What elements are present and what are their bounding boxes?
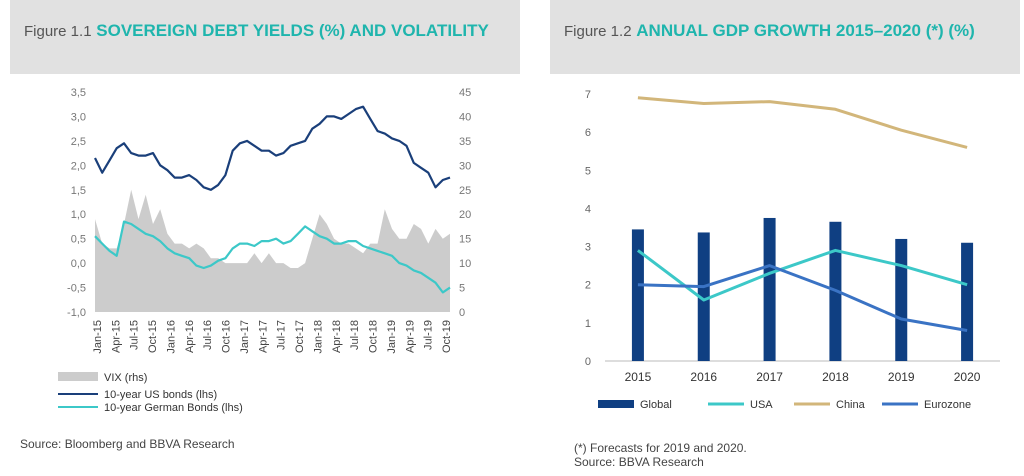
- x-axis-tick-label: Jan-15: [92, 320, 104, 354]
- x-axis-category-label: 2015: [625, 370, 652, 384]
- figure-1-2-header: Figure 1.2 ANNUAL GDP GROWTH 2015–2020 (…: [550, 0, 1020, 74]
- left-axis-tick-label: 1,0: [71, 209, 86, 221]
- global-bar: [961, 242, 974, 361]
- x-axis-tick-label: Jan-19: [386, 320, 398, 354]
- y-axis-tick-label: 1: [585, 318, 591, 330]
- right-axis-tick-label: 5: [459, 283, 465, 295]
- legend-swatch-usa: [708, 402, 744, 406]
- y-axis-tick-label: 4: [585, 203, 591, 215]
- right-axis-tick-label: 0: [459, 307, 465, 319]
- vix-area-series: [95, 189, 450, 312]
- legend-label-german-bonds: 10-year German Bonds (lhs): [104, 402, 243, 414]
- x-axis-tick-label: Oct-16: [221, 320, 233, 353]
- legend-label-usa: USA: [750, 399, 773, 411]
- x-axis-tick-label: Jul-19: [423, 320, 435, 350]
- left-axis-tick-label: 1,5: [71, 185, 86, 197]
- right-axis-tick-label: 20: [459, 209, 471, 221]
- legend-swatch-vix: [58, 372, 98, 381]
- x-axis-tick-label: Oct-19: [441, 320, 453, 353]
- left-axis-tick-label: 2,0: [71, 160, 86, 172]
- figure-1-2-panel: Figure 1.2 ANNUAL GDP GROWTH 2015–2020 (…: [550, 0, 1020, 74]
- legend-swatch-eurozone: [882, 402, 918, 406]
- x-axis-tick-label: Apr-15: [110, 320, 122, 353]
- china-line: [637, 96, 968, 149]
- figure-1-2-footnote: (*) Forecasts for 2019 and 2020.: [574, 441, 747, 455]
- x-axis-tick-label: Apr-17: [257, 320, 269, 353]
- x-axis-tick-label: Oct-15: [147, 320, 159, 353]
- eurozone-line: [637, 264, 968, 332]
- figure-1-2-number: Figure 1.2: [564, 23, 632, 40]
- x-axis-tick-label: Jan-16: [165, 320, 177, 354]
- right-axis-tick-label: 35: [459, 136, 471, 148]
- figure-1-2-source: Source: BBVA Research: [574, 455, 704, 469]
- y-axis-tick-label: 3: [585, 242, 591, 254]
- figure-1-1-title: SOVEREIGN DEBT YIELDS (%) AND VOLATILITY: [96, 21, 489, 40]
- x-axis-tick-label: Jul-16: [202, 320, 214, 350]
- legend-label-eurozone: Eurozone: [924, 399, 971, 411]
- y-axis-tick-label: 0: [585, 356, 591, 368]
- x-axis-tick-label: Apr-18: [331, 320, 343, 353]
- y-axis-tick-label: 2: [585, 280, 591, 292]
- figure-1-1-header: Figure 1.1 SOVEREIGN DEBT YIELDS (%) AND…: [10, 0, 520, 74]
- legend-label-us-bonds: 10-year US bonds (lhs): [104, 389, 217, 401]
- left-axis-tick-label: 2,5: [71, 136, 86, 148]
- x-axis-tick-label: Jan-18: [312, 320, 324, 354]
- left-axis-tick-label: -0,5: [67, 283, 86, 295]
- x-axis-tick-label: Apr-19: [404, 320, 416, 353]
- left-axis-tick-label: 3,5: [71, 87, 86, 99]
- x-axis-category-label: 2017: [756, 370, 783, 384]
- us-bonds-line: [94, 105, 451, 191]
- right-axis-tick-label: 45: [459, 87, 471, 99]
- right-axis-tick-label: 25: [459, 185, 471, 197]
- figure-1-1-number: Figure 1.1: [24, 23, 92, 40]
- global-bar: [631, 229, 644, 361]
- global-bar: [895, 238, 908, 361]
- x-axis-tick-label: Jan-17: [239, 320, 251, 354]
- y-axis-tick-label: 7: [585, 89, 591, 101]
- x-axis-category-label: 2016: [690, 370, 717, 384]
- y-axis-tick-label: 5: [585, 165, 591, 177]
- global-bar: [763, 217, 776, 361]
- x-axis-category-label: 2018: [822, 370, 849, 384]
- x-axis-tick-label: Jul-15: [129, 320, 141, 350]
- right-axis-tick-label: 15: [459, 234, 471, 246]
- sovereign-yields-chart: -1,0 -0,5 0,0 0,5 1,0 1,5 2,0 2,5 3,0 3,5 0 5 10 15 20…: [58, 87, 471, 414]
- gdp-growth-chart: 0 1 2 3 4 5 6 7 2015 2016 2017 2018 2019 2020 Global US…: [585, 89, 1000, 411]
- right-axis-tick-label: 30: [459, 160, 471, 172]
- left-axis-tick-label: 3,0: [71, 111, 86, 123]
- right-axis-tick-label: 10: [459, 258, 471, 270]
- global-bar: [697, 232, 710, 361]
- left-axis-tick-label: 0,0: [71, 258, 86, 270]
- x-axis-category-label: 2020: [954, 370, 981, 384]
- legend-swatch-china: [794, 402, 830, 406]
- figure-1-1-source: Source: Bloomberg and BBVA Research: [20, 437, 235, 451]
- legend-swatch-global: [598, 400, 634, 408]
- x-axis-tick-label: Oct-18: [368, 320, 380, 353]
- x-axis-tick-label: Oct-17: [294, 320, 306, 353]
- left-axis-tick-label: -1,0: [67, 307, 86, 319]
- x-axis-tick-label: Apr-16: [184, 320, 196, 353]
- figure-1-1-panel: Figure 1.1 SOVEREIGN DEBT YIELDS (%) AND…: [10, 0, 520, 74]
- x-axis-tick-label: Jul-18: [349, 320, 361, 350]
- x-axis-category-label: 2019: [888, 370, 915, 384]
- legend-label-vix: VIX (rhs): [104, 372, 147, 384]
- german-bonds-line: [94, 220, 451, 294]
- figure-1-2-title: ANNUAL GDP GROWTH 2015–2020 (*) (%): [636, 21, 975, 40]
- y-axis-tick-label: 6: [585, 127, 591, 139]
- legend-label-global: Global: [640, 399, 672, 411]
- x-axis-tick-label: Jul-17: [276, 320, 288, 350]
- left-axis-tick-label: 0,5: [71, 234, 86, 246]
- usa-line: [636, 248, 968, 302]
- legend-label-china: China: [836, 399, 866, 411]
- right-axis-tick-label: 40: [459, 111, 471, 123]
